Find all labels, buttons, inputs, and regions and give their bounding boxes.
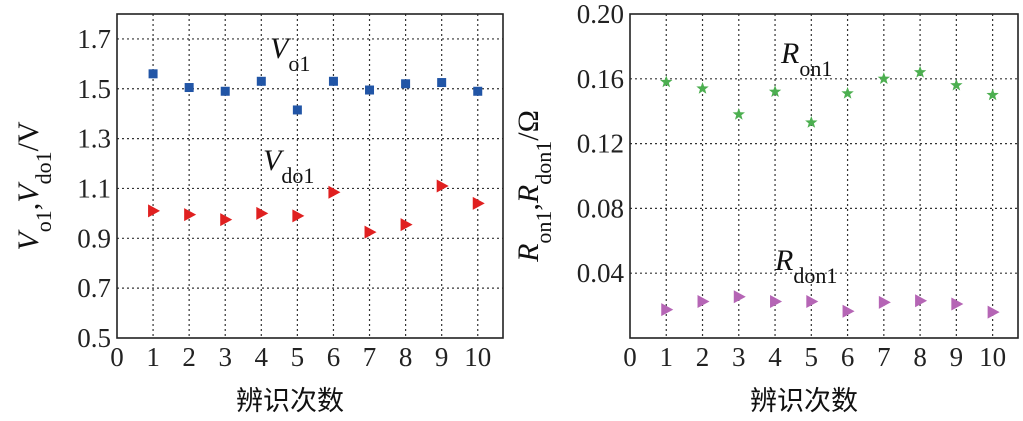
data-point-ron1: [877, 72, 891, 85]
data-point-vo1: [184, 83, 194, 93]
y-axis-title: Vo1,Vdo1/V: [12, 121, 56, 250]
chart-panel-2: 0.04 0.08 0.12 0.16 0.20 0 1 2 3 4 5 6 7 8 9 10 辨识次数 Ron1…: [512, 0, 1019, 417]
x-axis-title: 辨识次数: [750, 386, 858, 417]
data-point-vo1: [148, 69, 158, 79]
data-point-vo1: [365, 85, 375, 95]
data-point-rdon1: [770, 295, 783, 309]
data-point-rdon1: [733, 290, 746, 304]
data-point-rdon1: [697, 295, 710, 309]
y-tick-label: 0.5: [77, 323, 111, 353]
x-tick-label: 5: [291, 342, 305, 372]
data-point-vo1: [473, 86, 483, 96]
chart-panel-1: 0.5 0.7 0.9 1.1 1.3 1.5 1.7 0 1 2 3 4 5 6 7 8 9 10 辨识次数 Vo1…: [12, 13, 504, 417]
data-point-rdon1: [915, 294, 928, 308]
x-tick-label: 4: [255, 342, 269, 372]
data-point-vo1: [437, 78, 447, 88]
data-point-ron1: [660, 75, 673, 88]
data-point-rdon1: [806, 295, 819, 309]
y-tick-label: 1.1: [77, 173, 111, 203]
data-point-rdon1: [987, 305, 1000, 319]
y-tick-label: 0.7: [77, 273, 111, 303]
data-point-vdo1: [220, 213, 233, 227]
y-tick-label: 1.5: [77, 74, 111, 104]
data-point-vdo1: [148, 204, 161, 218]
x-tick-label: 0: [623, 342, 637, 372]
y-tick-label: 0.04: [577, 258, 625, 288]
x-tick-label: 10: [979, 342, 1006, 372]
plot-frame: [629, 13, 1019, 339]
x-tick-label: 6: [327, 342, 341, 372]
x-tick-label: 1: [660, 342, 674, 372]
data-point-ron1: [768, 85, 782, 98]
data-point-vdo1: [328, 185, 341, 199]
x-tick-label: 2: [696, 342, 710, 372]
x-tick-label: 7: [363, 342, 377, 372]
data-point-vdo1: [436, 179, 449, 193]
y-tick-label: 0.12: [577, 129, 624, 159]
x-tick-label: 5: [805, 342, 819, 372]
data-point-ron1: [732, 107, 745, 120]
data-point-vo1: [292, 105, 302, 115]
x-tick-label: 7: [877, 342, 891, 372]
data-point-vo1: [328, 76, 338, 86]
x-tick-label: 3: [732, 342, 746, 372]
data-point-ron1: [696, 82, 709, 94]
data-point-ron1: [986, 88, 999, 101]
y-tick-label: 0.9: [77, 223, 111, 253]
x-tick-label: 4: [768, 342, 782, 372]
x-axis-title: 辨识次数: [236, 386, 344, 417]
series-label-ron1: Ron1: [780, 37, 832, 81]
x-tick-label: 2: [182, 342, 196, 372]
data-point-vdo1: [472, 196, 485, 210]
x-tick-label: 0: [110, 342, 124, 372]
x-tick-label: 10: [464, 342, 491, 372]
series-label-vo1: Vo1: [270, 32, 310, 76]
x-tick-label: 6: [841, 342, 855, 372]
data-point-vdo1: [184, 208, 197, 222]
data-point-ron1: [913, 65, 927, 78]
data-point-vdo1: [292, 209, 305, 223]
plot-frame: [116, 13, 504, 339]
data-point-rdon1: [842, 304, 855, 318]
y-tick-label: 1.3: [77, 124, 111, 154]
data-point-rdon1: [951, 297, 964, 311]
data-point-rdon1: [661, 303, 674, 317]
y-tick-label: 1.7: [77, 24, 111, 54]
x-tick-label: 8: [399, 342, 413, 372]
x-tick-label: 8: [913, 342, 927, 372]
x-tick-label: 3: [218, 342, 232, 372]
series-label-rdon1: Rdon1: [774, 244, 837, 288]
data-point-ron1: [841, 86, 854, 99]
y-tick-label: 0.20: [577, 0, 624, 29]
y-tick-label: 0.16: [577, 64, 624, 94]
data-point-rdon1: [878, 295, 891, 309]
series-label-vdo1: Vdo1: [263, 144, 314, 188]
y-axis-title: Ron1,Rdon1/Ω: [512, 110, 556, 263]
x-tick-label: 1: [146, 342, 160, 372]
data-point-vo1: [256, 76, 266, 86]
data-point-vdo1: [364, 225, 377, 239]
data-point-ron1: [805, 116, 818, 128]
x-tick-label: 9: [950, 342, 964, 372]
data-point-vo1: [220, 86, 230, 96]
data-point-vdo1: [400, 218, 413, 232]
x-tick-label: 9: [435, 342, 449, 372]
y-tick-label: 0.08: [577, 193, 624, 223]
data-point-vo1: [401, 79, 411, 89]
data-point-vdo1: [256, 206, 269, 220]
data-point-ron1: [950, 78, 963, 91]
